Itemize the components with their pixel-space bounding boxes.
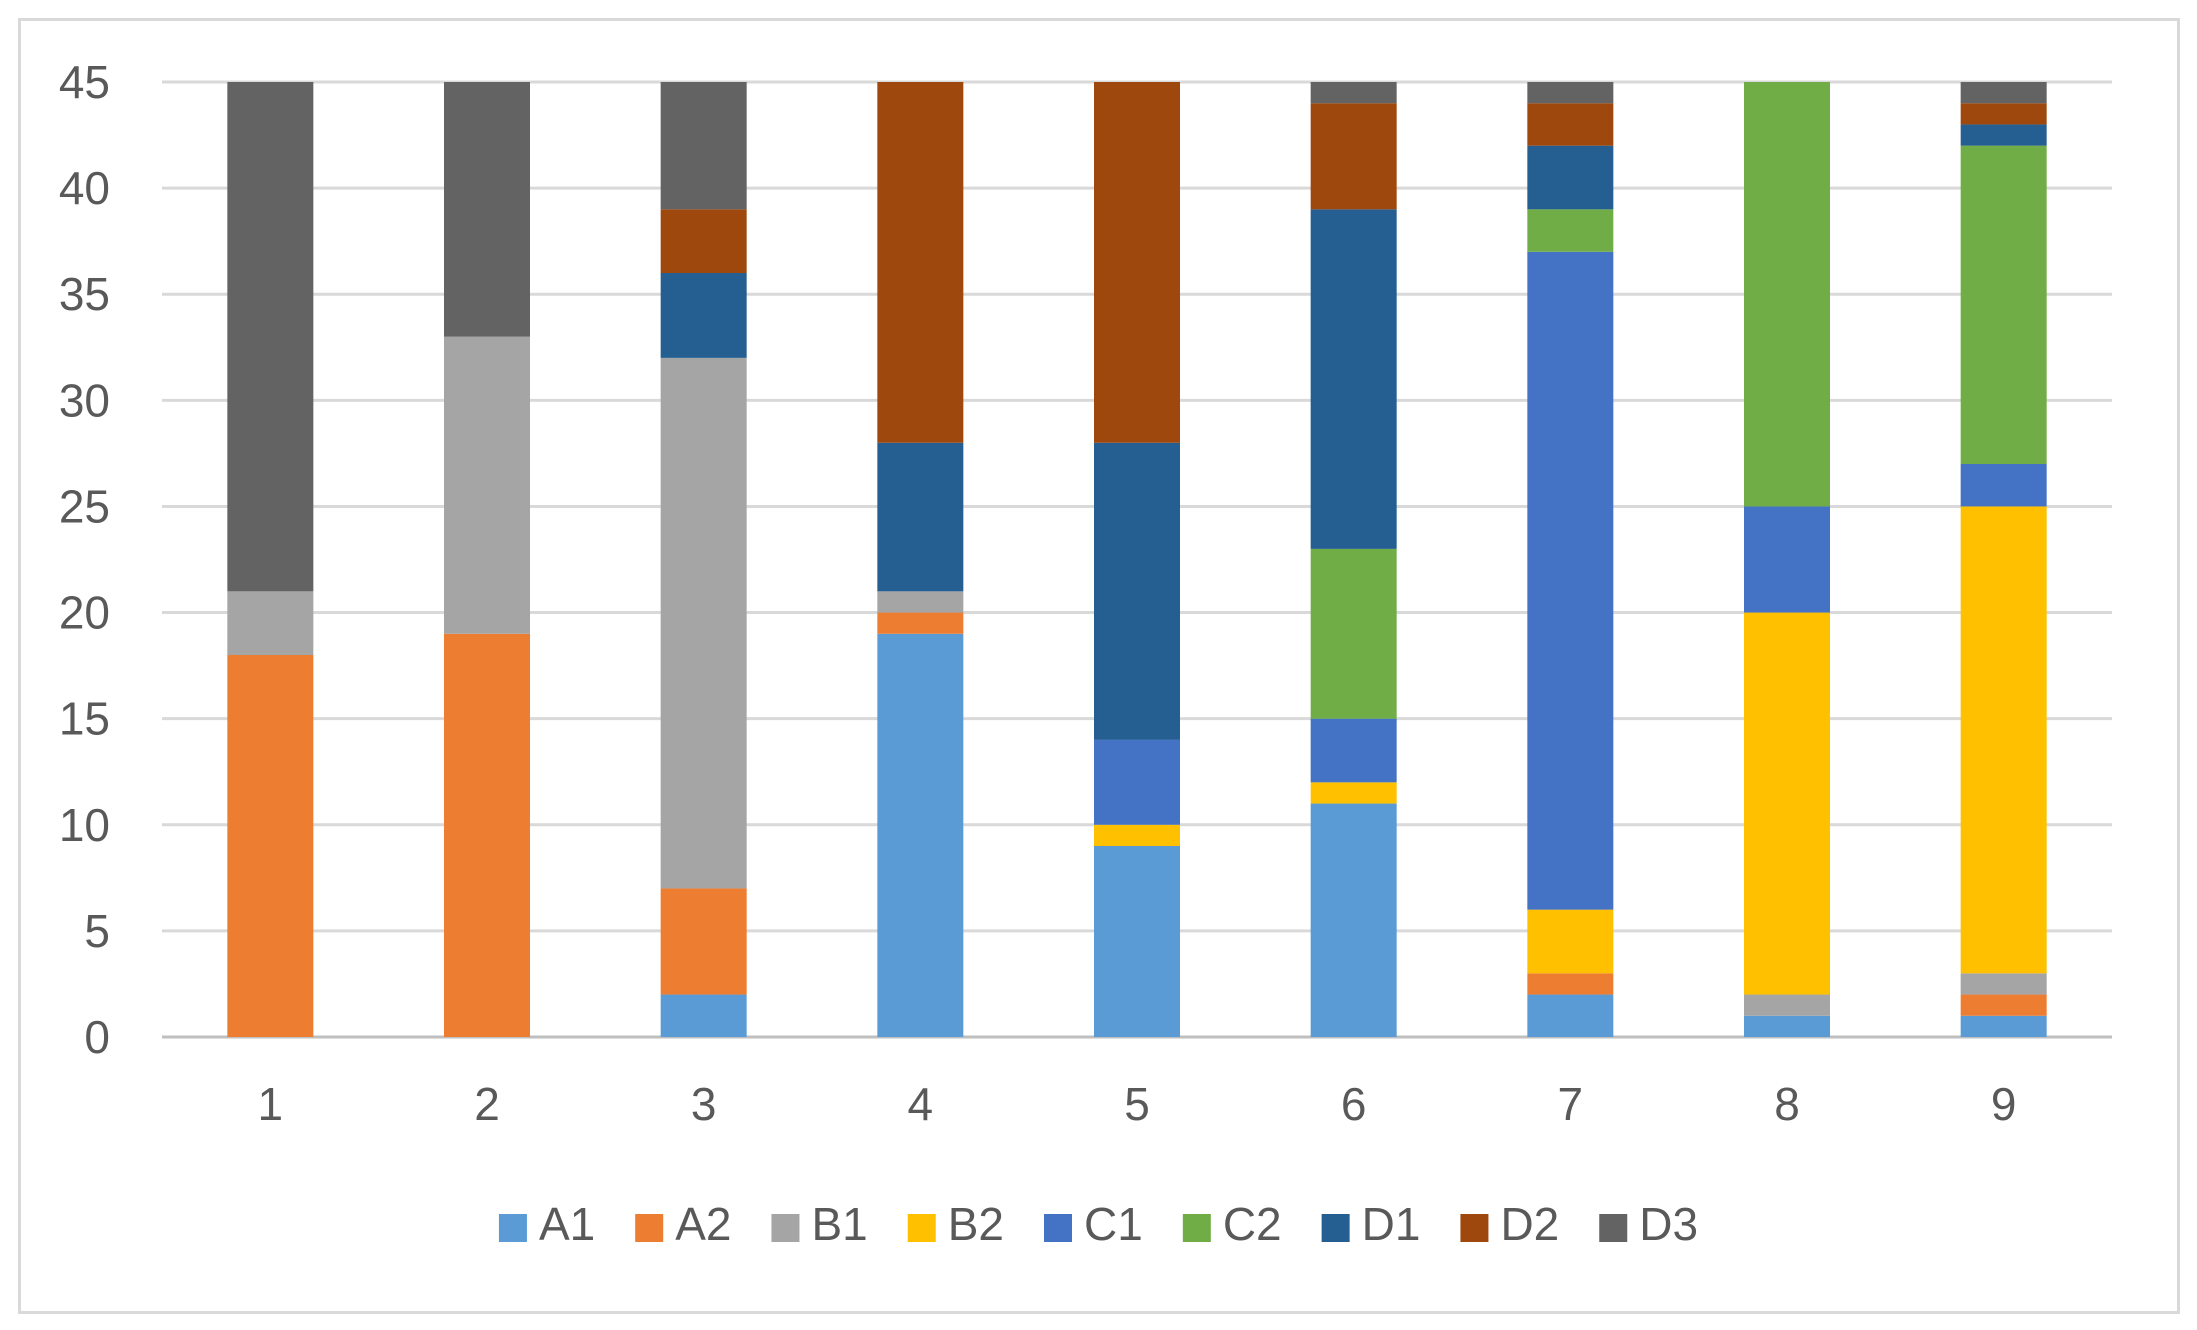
legend-label-B2: B2 <box>948 1198 1004 1250</box>
bar-segment-D1-5 <box>1094 442 1180 740</box>
legend-label-A2: A2 <box>675 1198 731 1250</box>
bar-segment-D1-3 <box>660 273 747 358</box>
legend-swatch-A1 <box>498 1214 527 1242</box>
legend-swatch-D1 <box>1321 1214 1350 1242</box>
x-tick-label: 9 <box>1991 1078 2017 1130</box>
bar-segment-C1-9 <box>1960 464 2047 507</box>
bar-segment-B1-2 <box>444 336 530 634</box>
bar-segment-D3-9 <box>1960 82 2047 104</box>
bar-segment-C2-7 <box>1527 209 1614 252</box>
legend-label-D1: D1 <box>1362 1198 1421 1250</box>
legend-swatch-D2 <box>1460 1214 1489 1242</box>
bar-segment-D2-6 <box>1310 103 1397 210</box>
x-tick-label: 3 <box>691 1078 717 1130</box>
bar-segment-D3-3 <box>660 82 747 210</box>
bar-segment-B2-7 <box>1527 909 1614 974</box>
bar-segment-D1-9 <box>1960 124 2047 146</box>
x-tick-label: 4 <box>908 1078 934 1130</box>
bar-segment-A2-2 <box>444 633 530 1037</box>
bar-segment-B2-8 <box>1744 612 1830 995</box>
legend-swatch-B1 <box>771 1214 800 1242</box>
bar-segment-A1-3 <box>660 994 747 1037</box>
y-tick-label: 10 <box>59 799 110 851</box>
bar-segment-A1-5 <box>1094 846 1180 1037</box>
legend-label-A1: A1 <box>539 1198 595 1250</box>
legend: A1 A2 B1 B2 C1 C2 D1 D2 D3 <box>498 1198 1698 1250</box>
bar-segment-D3-6 <box>1310 82 1397 104</box>
y-tick-label: 45 <box>59 56 110 108</box>
bar-segment-A2-9 <box>1960 994 2047 1016</box>
y-tick-label: 20 <box>59 587 110 639</box>
y-tick-label: 40 <box>59 162 110 214</box>
y-tick-label: 0 <box>84 1011 110 1063</box>
y-tick-label: 5 <box>84 905 110 957</box>
bar-segment-D3-2 <box>444 82 530 337</box>
y-tick-label: 35 <box>59 268 110 320</box>
bar-segment-A2-3 <box>660 888 747 995</box>
x-tick-label: 5 <box>1124 1078 1150 1130</box>
x-tick-label: 2 <box>474 1078 500 1130</box>
legend-label-C1: C1 <box>1084 1198 1143 1250</box>
bar-segment-A1-6 <box>1310 803 1397 1037</box>
bar-segment-C2-6 <box>1310 548 1397 719</box>
bar-segment-B1-8 <box>1744 994 1830 1016</box>
bar-segment-D2-9 <box>1960 103 2047 125</box>
x-tick-label: 7 <box>1558 1078 1584 1130</box>
bar-segment-C2-8 <box>1744 82 1830 507</box>
y-axis-ticks: 0 5 10 15 20 25 30 35 40 45 <box>59 56 110 1063</box>
legend-label-D3: D3 <box>1639 1198 1698 1250</box>
bar-segment-A1-4 <box>877 633 964 1037</box>
legend-swatch-C2 <box>1182 1214 1211 1242</box>
bar-segment-C1-8 <box>1744 506 1830 613</box>
bar-segment-B1-1 <box>227 591 314 655</box>
bar-segment-A2-7 <box>1527 973 1614 995</box>
bar-segment-B1-3 <box>660 357 747 889</box>
x-axis-ticks: 1 2 3 4 5 6 7 8 9 <box>258 1078 2017 1130</box>
bar-segment-C1-5 <box>1094 739 1180 825</box>
bar-segment-D2-3 <box>660 209 747 273</box>
bar-segment-D2-7 <box>1527 103 1614 146</box>
legend-label-B1: B1 <box>811 1198 867 1250</box>
legend-label-C2: C2 <box>1223 1198 1282 1250</box>
bar-segment-A2-1 <box>227 655 314 1037</box>
bar-segment-A1-8 <box>1744 1015 1830 1037</box>
bar-segment-C2-9 <box>1960 145 2047 464</box>
x-tick-label: 6 <box>1341 1078 1367 1130</box>
bar-segment-D3-7 <box>1527 82 1614 104</box>
bar-segment-D3-1 <box>227 82 314 592</box>
bar-segment-D1-4 <box>877 442 964 592</box>
bar-segment-D1-7 <box>1527 145 1614 210</box>
bar-segment-B2-9 <box>1960 506 2047 974</box>
bar-series <box>227 82 2047 1037</box>
legend-label-D2: D2 <box>1500 1198 1559 1250</box>
y-tick-label: 25 <box>59 480 110 532</box>
bar-segment-D2-5 <box>1094 82 1180 443</box>
bar-segment-C1-6 <box>1310 718 1397 783</box>
legend-swatch-D3 <box>1599 1214 1628 1242</box>
legend-swatch-B2 <box>907 1214 936 1242</box>
bar-segment-B1-4 <box>877 591 964 613</box>
bar-segment-A1-9 <box>1960 1015 2047 1037</box>
bar-segment-B2-6 <box>1310 782 1397 804</box>
y-tick-label: 30 <box>59 374 110 426</box>
bar-segment-D2-4 <box>877 82 964 443</box>
bar-segment-B1-9 <box>1960 973 2047 995</box>
bar-segment-A2-4 <box>877 612 964 634</box>
y-tick-label: 15 <box>59 693 110 745</box>
legend-swatch-C1 <box>1044 1214 1072 1242</box>
bar-segment-B2-5 <box>1094 824 1180 846</box>
bar-segment-D1-6 <box>1310 209 1397 549</box>
bar-segment-C1-7 <box>1527 251 1614 910</box>
x-tick-label: 1 <box>258 1078 284 1130</box>
legend-swatch-A2 <box>635 1214 664 1242</box>
bar-segment-A1-7 <box>1527 994 1614 1037</box>
x-tick-label: 8 <box>1774 1078 1800 1130</box>
